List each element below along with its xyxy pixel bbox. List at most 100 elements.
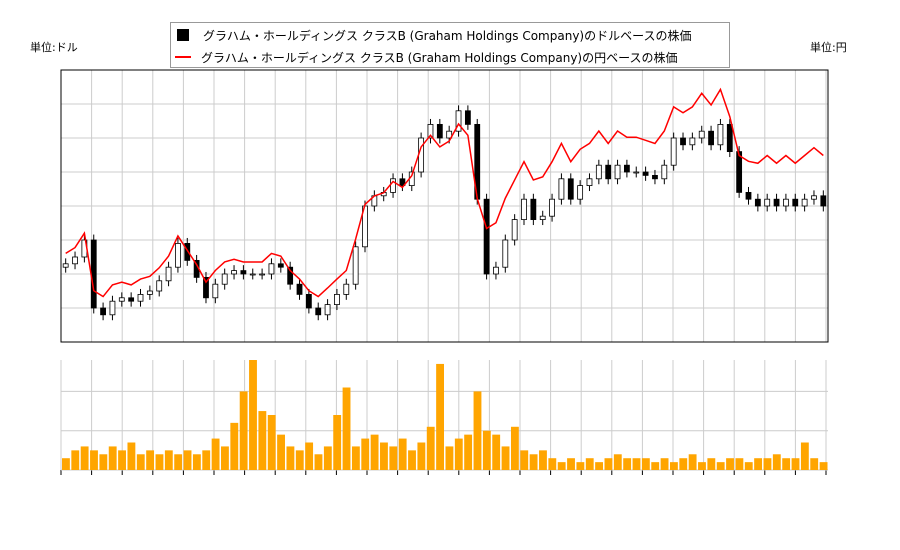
volume-bar (782, 458, 791, 470)
volume-bar (258, 411, 267, 470)
candle-body (736, 151, 743, 193)
volume-bar (108, 446, 117, 470)
candle-body (558, 178, 565, 200)
candle-body (268, 263, 275, 275)
volume-bar (155, 454, 164, 470)
candle-body (156, 280, 163, 292)
volume-bar (819, 462, 828, 470)
candle-body (296, 283, 303, 295)
volume-bar (62, 458, 70, 470)
candle-body (90, 239, 97, 309)
candle-body (399, 178, 406, 187)
volume-bar (641, 458, 650, 470)
volume-bar (679, 458, 688, 470)
candle-body (511, 219, 518, 241)
volume-bar (791, 458, 800, 470)
volume-bar (464, 434, 473, 470)
volume-bar (726, 458, 734, 470)
left-axis-unit: 単位:ドル (30, 41, 78, 54)
volume-bar (623, 458, 632, 470)
candle-body (334, 293, 340, 305)
legend-label-jpy: グラハム・ホールディングス クラスB (Graham Holdings Comp… (201, 50, 678, 65)
volume-bar (249, 360, 257, 470)
volume-bar (80, 446, 89, 470)
volume-bar (230, 422, 239, 470)
candle-body (652, 174, 658, 180)
volume-bar (342, 387, 351, 470)
volume-bar (510, 426, 519, 470)
candle-body (530, 198, 537, 220)
legend-line-icon (175, 56, 191, 58)
volume-bar (529, 454, 538, 470)
candle-body (62, 263, 69, 268)
candle-body (717, 124, 724, 146)
candle-body (249, 273, 256, 276)
volume-bar (305, 442, 314, 470)
candle-body (287, 266, 294, 285)
volume-bar (735, 458, 744, 470)
volume-bar (136, 454, 145, 470)
legend: グラハム・ホールディングス クラスB (Graham Holdings Comp… (170, 22, 730, 68)
volume-bar (417, 442, 426, 470)
volume-bar (800, 442, 809, 470)
candle-body (801, 198, 808, 207)
volume-bar (164, 450, 173, 470)
candle-body (212, 283, 219, 299)
volume-bar (146, 450, 155, 470)
volume-bar (810, 458, 819, 470)
candle-body (221, 273, 228, 285)
volume-bar (239, 391, 248, 470)
candle-body (586, 178, 593, 187)
volume-bar (436, 363, 444, 470)
volume-bar (557, 462, 566, 470)
candle-body (231, 270, 237, 275)
candle-body (165, 266, 172, 282)
candle-body (464, 110, 471, 125)
candle-body (175, 242, 181, 268)
volume-bar (192, 454, 201, 470)
volume-bar (174, 454, 183, 470)
candle-body (773, 198, 780, 207)
candle-body (642, 171, 649, 176)
candle-body (745, 191, 752, 200)
candle-body (352, 246, 359, 285)
volume-bar (660, 458, 669, 470)
candle-body (343, 283, 350, 295)
candle-body (137, 293, 144, 302)
volume-bar (211, 438, 220, 470)
jpy-price-line (65, 87, 824, 298)
volume-bar (716, 462, 725, 470)
candle-body (418, 137, 425, 173)
candle-body (820, 195, 827, 207)
candle-body (764, 198, 771, 207)
volume-bar (314, 454, 323, 470)
candle-body (203, 276, 209, 299)
volume-bar (501, 446, 510, 470)
candle-body (100, 307, 106, 316)
candle-body (502, 239, 509, 268)
candle-body (754, 198, 761, 207)
volume-bar (595, 462, 604, 470)
volume-bar (492, 434, 501, 470)
candle-body (118, 297, 125, 302)
volume-bar (539, 450, 547, 470)
volume-bar (754, 458, 763, 470)
volume-bar (286, 446, 295, 470)
candle-body (240, 270, 247, 275)
candle-body (324, 304, 331, 316)
volume-bar (576, 462, 585, 470)
candle-body (455, 110, 462, 132)
volume-bar (99, 454, 108, 470)
volume-bar (398, 438, 407, 470)
volume-bar (351, 446, 360, 470)
volume-bar (772, 454, 781, 470)
volume-bar (482, 430, 491, 470)
candle-body (633, 171, 640, 174)
volume-bar (333, 415, 342, 470)
volume-bar (426, 426, 435, 470)
candle-body (446, 130, 453, 139)
candle-body (146, 290, 153, 295)
volume-bar (707, 458, 716, 470)
candle-body (680, 137, 686, 146)
